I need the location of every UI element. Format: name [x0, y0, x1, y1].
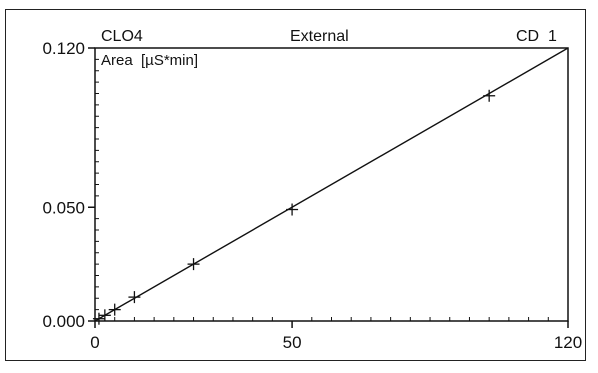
x-tick-label: 120	[554, 333, 582, 352]
x-tick-label: 0	[90, 333, 99, 352]
header-right: CD 1	[516, 28, 557, 45]
x-tick-label: 50	[283, 333, 302, 352]
fit-line	[94, 47, 569, 322]
y-axis-label: Area [µS*min]	[101, 52, 198, 69]
data-point-marker	[108, 303, 121, 316]
data-point-marker	[286, 203, 299, 216]
data-point-marker	[187, 258, 200, 271]
axis-ticks: 0 50 120 0.000 0.050 0.120	[42, 39, 582, 352]
regression-line	[94, 47, 569, 322]
data-points	[92, 89, 496, 325]
header-left: CLO4	[101, 28, 143, 45]
y-tick-label: 0.120	[42, 39, 85, 58]
chart-frame	[5, 9, 586, 361]
data-point-marker	[98, 309, 111, 322]
data-point-marker	[128, 291, 141, 304]
header-center: External	[290, 28, 349, 45]
y-tick-label: 0.050	[42, 198, 85, 217]
y-tick-label: 0.000	[42, 312, 85, 331]
data-point-marker	[483, 89, 496, 102]
